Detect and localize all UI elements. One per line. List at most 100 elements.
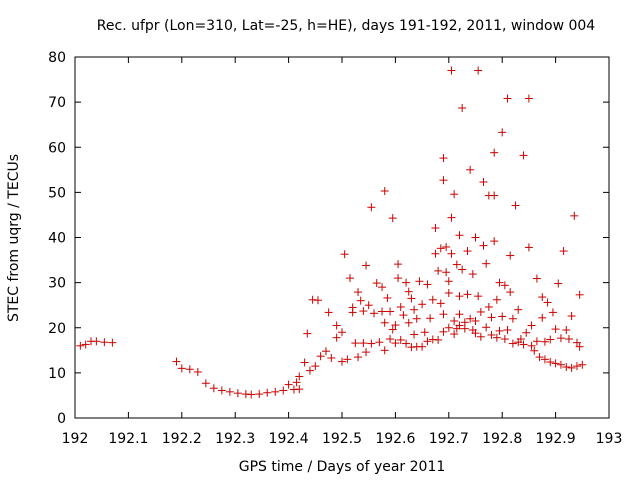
data-point (463, 247, 472, 256)
data-point (343, 355, 352, 364)
data-point (332, 321, 341, 330)
data-point (209, 384, 218, 393)
x-tick-label: 192.8 (482, 431, 522, 447)
data-point (527, 341, 536, 350)
y-tick-label: 60 (48, 140, 66, 156)
data-point (490, 191, 499, 200)
data-point (391, 321, 400, 330)
data-point (492, 295, 501, 304)
data-point (380, 346, 389, 355)
data-point (100, 338, 109, 347)
data-point (450, 330, 459, 339)
data-point (570, 211, 579, 220)
x-tick-label: 192.3 (215, 431, 255, 447)
data-point (428, 295, 437, 304)
y-tick-label: 70 (48, 95, 66, 111)
data-point (439, 327, 448, 336)
data-point (514, 305, 523, 314)
data-point (255, 390, 264, 399)
data-point (524, 243, 533, 252)
data-point (354, 353, 363, 362)
data-point (348, 303, 357, 312)
data-point (482, 259, 491, 268)
data-point (450, 316, 459, 325)
data-point (442, 242, 451, 251)
data-point (434, 266, 443, 275)
data-point (479, 241, 488, 250)
data-point (450, 190, 459, 199)
data-point (436, 244, 445, 253)
data-point (564, 335, 573, 344)
data-point (578, 360, 587, 369)
data-point (431, 249, 440, 258)
data-point (340, 250, 349, 259)
data-point (466, 314, 475, 323)
data-point (535, 353, 544, 362)
x-tick-label: 192.1 (108, 431, 148, 447)
data-points (76, 66, 587, 399)
data-point (279, 386, 288, 395)
data-point (543, 298, 552, 307)
data-point (399, 311, 408, 320)
data-point (418, 300, 427, 309)
data-point (538, 313, 547, 322)
data-point (383, 293, 392, 302)
data-point (447, 213, 456, 222)
data-point (532, 337, 541, 346)
data-point (247, 390, 256, 399)
data-point (458, 103, 467, 112)
data-point (484, 302, 493, 311)
data-point (474, 292, 483, 301)
data-point (519, 340, 528, 349)
data-point (498, 128, 507, 137)
data-point (372, 279, 381, 288)
data-point (442, 268, 451, 277)
data-point (431, 224, 440, 233)
y-tick-label: 20 (48, 321, 66, 337)
data-point (172, 357, 181, 366)
data-point (378, 307, 387, 316)
data-point (468, 270, 477, 279)
data-point (407, 294, 416, 303)
data-point (284, 380, 293, 389)
data-point (436, 299, 445, 308)
data-point (402, 278, 411, 287)
data-point (538, 293, 547, 302)
data-point (263, 388, 272, 397)
data-point (479, 177, 488, 186)
data-point (295, 372, 304, 381)
data-point (498, 312, 507, 321)
data-point (447, 66, 456, 75)
data-point (554, 279, 563, 288)
data-point (495, 278, 504, 287)
data-point (225, 387, 234, 396)
data-point (359, 339, 368, 348)
data-point (356, 296, 365, 305)
data-point (500, 281, 509, 290)
data-point (540, 337, 549, 346)
data-point (575, 342, 584, 351)
data-point (354, 288, 363, 297)
data-point (338, 328, 346, 337)
data-point (193, 367, 202, 376)
data-point (444, 277, 453, 286)
x-axis-label: GPS time / Days of year 2011 (239, 459, 446, 475)
data-point (394, 274, 403, 283)
data-point (327, 353, 336, 362)
data-point (551, 325, 560, 334)
data-point (530, 346, 539, 355)
data-point (177, 364, 186, 373)
data-point (490, 237, 499, 246)
data-point (402, 339, 411, 348)
data-point (351, 339, 360, 348)
data-point (346, 274, 355, 283)
data-point (559, 247, 568, 256)
data-point (492, 333, 501, 342)
data-point (460, 318, 469, 327)
data-point (506, 288, 515, 297)
y-tick-label: 80 (48, 50, 66, 66)
data-point (439, 154, 448, 163)
data-point (108, 338, 117, 347)
data-point (551, 359, 560, 368)
data-point (490, 148, 499, 157)
